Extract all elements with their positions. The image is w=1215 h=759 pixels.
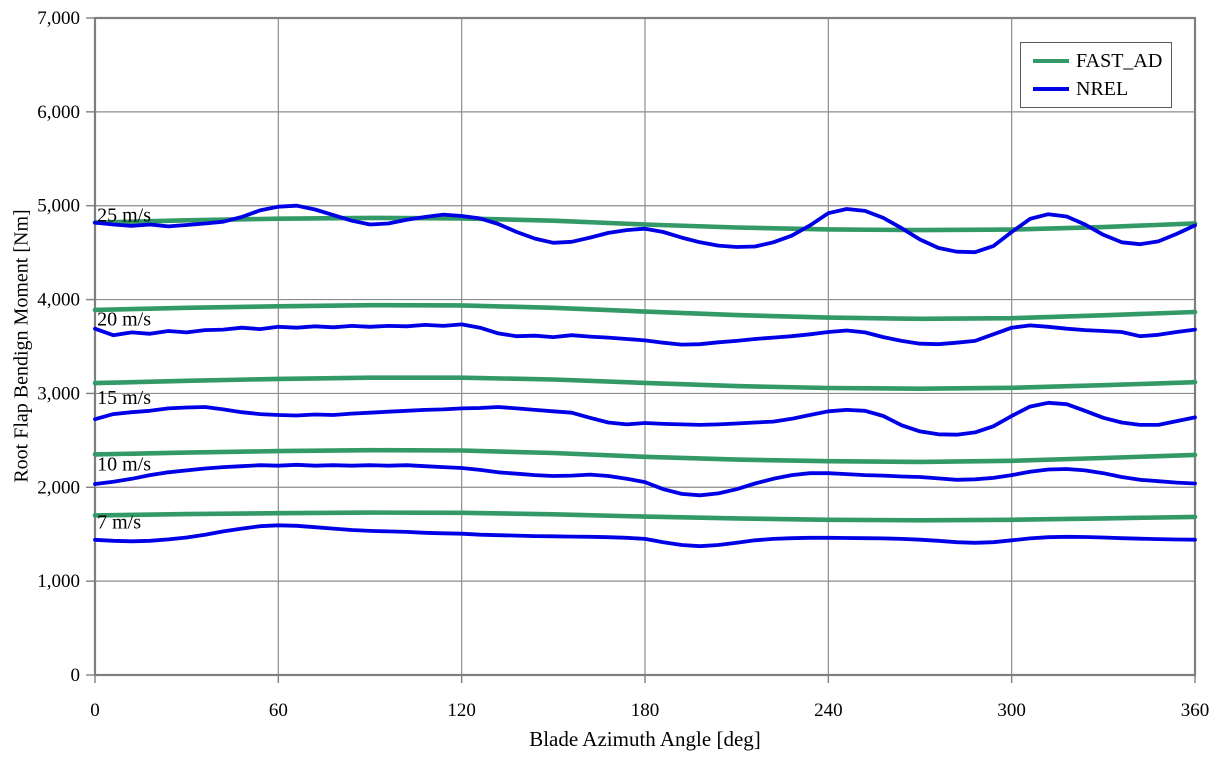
- y-axis-title: Root Flap Bendign Moment [Nm]: [10, 209, 33, 483]
- y-tick-label: 7,000: [37, 8, 80, 29]
- legend-label-fast-ad: FAST_AD: [1076, 50, 1163, 72]
- fast-ad-line-swatch: [1033, 59, 1069, 63]
- wind-speed-label: 15 m/s: [97, 387, 151, 409]
- series-fast_ad-20-ms: [92, 302, 1198, 322]
- series-fast_ad-7-ms: [92, 510, 1198, 523]
- x-tick-label: 120: [447, 700, 476, 721]
- series-nrel-20-ms: [93, 322, 1197, 347]
- wind-speed-label: 7 m/s: [97, 512, 141, 534]
- y-tick-label: 3,000: [37, 383, 80, 404]
- series-fast_ad-25-ms: [92, 215, 1198, 233]
- y-tick-label: 6,000: [37, 102, 80, 123]
- wind-speed-label: 20 m/s: [97, 308, 151, 330]
- wind-speed-label: 10 m/s: [97, 453, 151, 475]
- wind-speed-label: 25 m/s: [97, 205, 151, 227]
- x-tick-label: 180: [631, 700, 660, 721]
- x-tick-label: 60: [269, 700, 288, 721]
- series-nrel-15-ms: [93, 400, 1197, 437]
- series-fast_ad-15-ms: [92, 375, 1198, 392]
- y-tick-label: 1,000: [37, 571, 80, 592]
- series-nrel-10-ms: [93, 462, 1197, 498]
- legend: FAST_AD NREL: [1020, 42, 1172, 108]
- legend-item-fast-ad: FAST_AD: [1033, 51, 1171, 71]
- y-tick-label: 5,000: [37, 196, 80, 217]
- x-tick-label: 360: [1181, 700, 1210, 721]
- y-tick-label: 2,000: [37, 477, 80, 498]
- series-nrel-25-ms: [93, 203, 1197, 255]
- series-nrel-7-ms: [93, 523, 1197, 549]
- series-fast_ad-10-ms: [92, 447, 1198, 465]
- x-axis-title: Blade Azimuth Angle [deg]: [529, 727, 761, 751]
- nrel-line-swatch: [1033, 87, 1069, 91]
- y-tick-label: 4,000: [37, 290, 80, 311]
- x-tick-label: 0: [90, 700, 100, 721]
- y-tick-label: 0: [71, 665, 81, 686]
- x-tick-label: 240: [814, 700, 843, 721]
- legend-label-nrel: NREL: [1076, 78, 1129, 100]
- x-tick-label: 300: [997, 700, 1026, 721]
- legend-item-nrel: NREL: [1033, 79, 1171, 99]
